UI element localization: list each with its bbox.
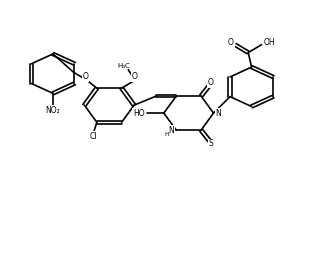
Text: N: N bbox=[215, 109, 221, 118]
Text: O: O bbox=[208, 78, 214, 87]
Text: H: H bbox=[164, 132, 169, 136]
Text: Cl: Cl bbox=[90, 132, 97, 141]
Text: O: O bbox=[132, 72, 138, 81]
Text: O: O bbox=[228, 38, 234, 47]
Text: S: S bbox=[209, 139, 213, 148]
Text: HO: HO bbox=[133, 109, 145, 118]
Text: O: O bbox=[82, 72, 88, 81]
Text: OH: OH bbox=[264, 38, 276, 47]
Text: H₃C: H₃C bbox=[117, 63, 130, 69]
Text: NO₂: NO₂ bbox=[46, 106, 60, 115]
Text: N: N bbox=[168, 126, 174, 135]
